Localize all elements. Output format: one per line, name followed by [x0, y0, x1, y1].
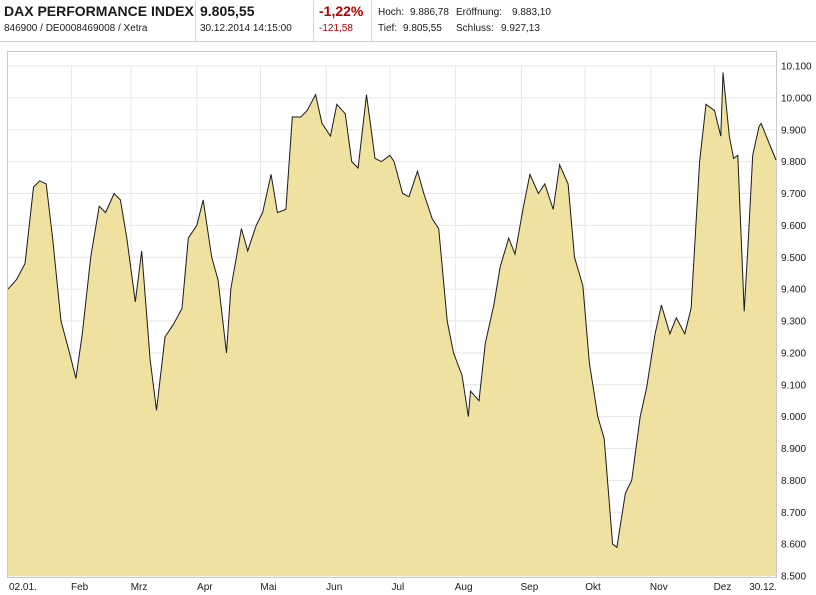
y-tick-label: 10.100: [781, 62, 812, 73]
quote-datetime: 30.12.2014 14:15:00: [200, 23, 292, 34]
x-tick-label: Feb: [71, 582, 89, 593]
close-value: 9.927,13: [501, 23, 540, 34]
low-value: 9.805,55: [403, 23, 442, 34]
close-label: Schluss:: [456, 23, 494, 34]
y-tick-label: 8.800: [781, 476, 806, 487]
y-tick-label: 9.200: [781, 348, 806, 359]
y-tick-label: 8.600: [781, 540, 806, 551]
change-absolute: -121,58: [319, 23, 353, 34]
y-tick-label: 9.900: [781, 125, 806, 136]
stats-cell: Hoch: 9.886,78 Eröffnung: 9.883,10 Tief:…: [372, 0, 816, 41]
x-tick-label: Nov: [650, 582, 668, 593]
x-tick-label: 02.01.: [9, 582, 37, 593]
y-axis-ticks: 10.100 10.000 9.900 9.800 9.700 9.600 9.500 9.4…: [781, 62, 812, 583]
y-tick-label: 8.900: [781, 444, 806, 455]
x-tick-label: Jun: [326, 582, 342, 593]
y-tick-label: 9.800: [781, 157, 806, 168]
change-cell: -1,22% -121,58: [314, 0, 372, 41]
open-value: 9.883,10: [512, 7, 551, 18]
y-tick-label: 9.000: [781, 412, 806, 423]
instrument-name: DAX PERFORMANCE INDEX: [4, 3, 194, 19]
change-percent: -1,22%: [319, 3, 364, 19]
x-tick-label: Dez: [714, 582, 732, 593]
y-tick-label: 9.700: [781, 189, 806, 200]
high-label: Hoch:: [378, 7, 405, 18]
y-tick-label: 9.600: [781, 221, 806, 232]
quote-header: DAX PERFORMANCE INDEX 846900 / DE0008469…: [0, 0, 816, 42]
y-tick-label: 9.500: [781, 253, 806, 264]
y-tick-label: 8.500: [781, 572, 806, 583]
high-value: 9.886,78: [410, 7, 449, 18]
chart-frame: [7, 51, 777, 578]
y-tick-label: 9.100: [781, 380, 806, 391]
y-tick-label: 9.400: [781, 285, 806, 296]
x-axis-ticks: 02.01. Feb Mrz Apr Mai Jun Jul Aug Sep Okt Nov Dez 3…: [9, 582, 777, 593]
y-tick-label: 10.000: [781, 93, 812, 104]
x-tick-label: Jul: [391, 582, 404, 593]
open-label: Eröffnung:: [456, 7, 502, 18]
x-tick-label: Sep: [521, 582, 539, 593]
x-tick-label: Aug: [455, 582, 473, 593]
x-tick-label: Mai: [260, 582, 276, 593]
low-label: Tief:: [378, 23, 398, 34]
instrument-ids: 846900 / DE0008469008 / Xetra: [4, 23, 148, 34]
last-price: 9.805,55: [200, 3, 255, 19]
x-tick-label: Apr: [197, 582, 213, 593]
last-price-cell: 9.805,55 30.12.2014 14:15:00: [196, 0, 314, 41]
y-tick-label: 8.700: [781, 508, 806, 519]
x-tick-label: Okt: [585, 582, 601, 593]
x-tick-label: Mrz: [131, 582, 148, 593]
price-line: [7, 72, 777, 549]
price-area: [8, 72, 776, 577]
y-tick-label: 9.300: [781, 317, 806, 328]
instrument-cell: DAX PERFORMANCE INDEX 846900 / DE0008469…: [0, 0, 196, 41]
x-tick-label: 30.12.: [749, 582, 777, 593]
